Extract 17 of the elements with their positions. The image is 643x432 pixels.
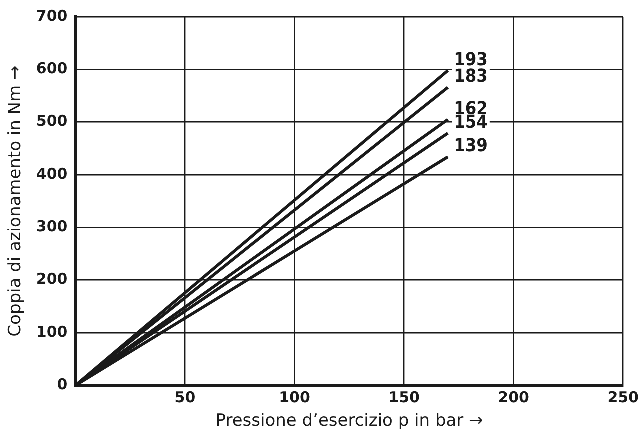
y-tick-label: 100 <box>36 322 68 341</box>
x-tick-label: 150 <box>388 388 420 406</box>
y-tick-label: 700 <box>36 6 68 25</box>
x-axis-title: Pressione d’esercizio p in bar → <box>216 411 484 432</box>
x-tick-label: 200 <box>498 388 530 406</box>
x-tick-label: 50 <box>174 388 196 406</box>
y-tick-label: 200 <box>36 270 68 288</box>
series-label: 139 <box>454 136 488 157</box>
y-axis-title: Coppia di azionamento in Nm → <box>6 66 26 337</box>
y-tick-label: 500 <box>36 112 68 130</box>
y-tick-label: 400 <box>36 164 68 183</box>
x-tick-label: 100 <box>279 388 310 406</box>
y-tick-label: 0 <box>57 375 68 394</box>
series-label: 183 <box>454 66 488 88</box>
x-tick-label: 250 <box>608 388 639 406</box>
y-tick-label: 300 <box>36 218 68 236</box>
y-tick-label: 600 <box>36 60 68 78</box>
